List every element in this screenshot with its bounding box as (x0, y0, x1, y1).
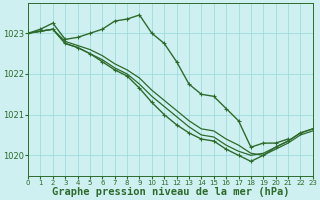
X-axis label: Graphe pression niveau de la mer (hPa): Graphe pression niveau de la mer (hPa) (52, 187, 289, 197)
